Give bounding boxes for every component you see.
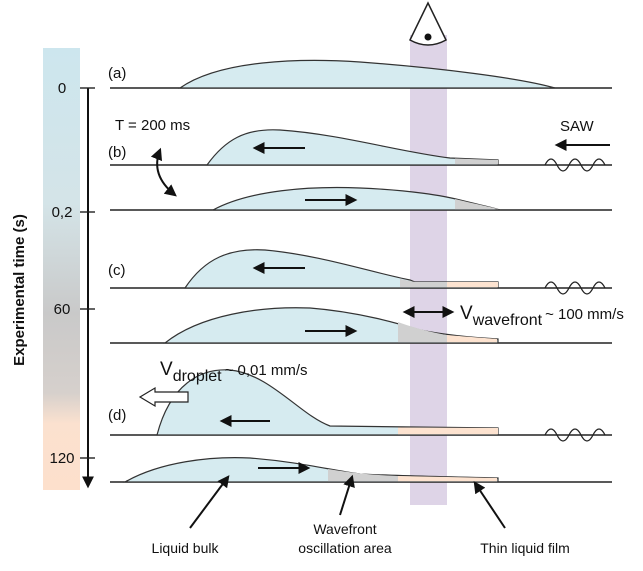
time-axis-title: Experimental time (s) <box>11 214 28 366</box>
droplet-velocity: Vdroplet ~ 0,01 mm/s <box>160 359 308 385</box>
label: Wavefront <box>313 521 376 537</box>
value: ~ 0,01 mm/s <box>225 362 308 379</box>
panel-label: (b) <box>108 144 126 161</box>
panel-label: (c) <box>108 262 126 279</box>
label: oscillation area <box>298 540 392 556</box>
time-ticks <box>80 87 95 459</box>
symbol: V <box>460 303 473 324</box>
panel-label: (d) <box>108 407 126 424</box>
droplets <box>122 59 556 483</box>
subscript: droplet <box>173 368 222 385</box>
panel-label: (a) <box>108 65 126 82</box>
symbol: V <box>160 359 173 380</box>
wavefront-velocity: Vwavefront ~ 100 mm/s <box>460 303 624 329</box>
time-tick: 120 <box>49 450 74 467</box>
saw-label: SAW <box>560 118 594 135</box>
eye-icon <box>409 1 447 46</box>
period-label: T = 200 ms <box>115 117 190 134</box>
time-tick: 0 <box>58 80 66 97</box>
time-bar <box>43 48 80 490</box>
time-tick: 60 <box>54 301 71 318</box>
value: ~ 100 mm/s <box>545 306 624 323</box>
label: Thin liquid film <box>480 540 569 556</box>
time-tick: 0,2 <box>52 204 73 221</box>
pointer-lines <box>189 474 506 529</box>
label: Liquid bulk <box>152 540 220 556</box>
subscript: wavefront <box>472 312 543 329</box>
flow-arrows <box>138 139 610 474</box>
saw-waves <box>544 158 606 442</box>
